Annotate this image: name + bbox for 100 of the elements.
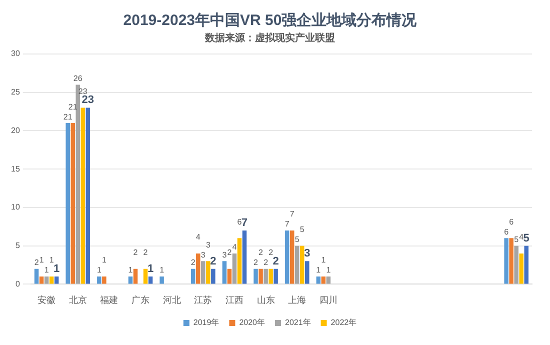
bar xyxy=(242,230,247,284)
data-label: 1 xyxy=(96,266,102,275)
data-label: 1 xyxy=(316,266,322,275)
bar xyxy=(300,246,304,284)
bar xyxy=(326,276,331,284)
bar xyxy=(524,246,528,284)
data-label: 2 xyxy=(34,258,40,268)
bar xyxy=(34,268,39,284)
bar xyxy=(39,276,44,284)
data-label: 5 xyxy=(523,232,530,244)
data-label: 3 xyxy=(206,240,211,250)
data-label: 6 xyxy=(237,217,242,226)
y-tick-label: 25 xyxy=(10,88,20,97)
bar xyxy=(206,261,210,284)
bar xyxy=(227,268,232,284)
data-label: 2 xyxy=(133,248,138,258)
data-label: 1 xyxy=(326,266,332,275)
bar xyxy=(254,268,258,284)
data-label: 4 xyxy=(232,242,238,252)
bar xyxy=(66,123,70,284)
x-tick-label: 福建 xyxy=(100,295,118,306)
data-label: 7 xyxy=(241,217,248,230)
x-tick-label: 广东 xyxy=(132,295,150,306)
data-label: 1 xyxy=(160,266,165,275)
bar xyxy=(86,108,90,284)
data-label: 2 xyxy=(227,248,232,258)
data-label: 2 xyxy=(190,258,196,268)
legend-label: 2021年 xyxy=(285,318,311,328)
bar xyxy=(76,84,80,284)
bar xyxy=(80,108,86,284)
y-tick-label: 10 xyxy=(10,202,20,212)
bar xyxy=(191,268,196,284)
data-label: 2 xyxy=(264,258,269,268)
y-tick-label: 30 xyxy=(10,49,20,58)
data-label: 3 xyxy=(222,250,228,260)
data-label: 23 xyxy=(78,86,88,96)
x-tick-label: 河北 xyxy=(162,295,181,306)
bar xyxy=(160,276,164,284)
x-tick-label: 山东 xyxy=(256,295,275,306)
bar xyxy=(519,254,524,284)
bar xyxy=(290,230,294,284)
bar xyxy=(305,261,310,284)
data-label: 2 xyxy=(272,255,279,268)
data-label: 26 xyxy=(73,74,83,83)
bar xyxy=(97,276,102,284)
data-label: 1 xyxy=(44,266,50,275)
bar xyxy=(274,268,278,284)
data-label: 1 xyxy=(54,263,60,276)
data-label: 1 xyxy=(128,266,134,275)
legend-label: 2022年 xyxy=(330,318,357,328)
bar xyxy=(49,276,54,284)
data-label: 1 xyxy=(321,256,326,265)
data-label: 4 xyxy=(519,232,524,242)
bar xyxy=(143,268,148,284)
bar xyxy=(232,254,237,284)
data-label: 2 xyxy=(143,248,148,258)
bar xyxy=(321,276,326,284)
bar xyxy=(509,238,514,284)
data-label: 3 xyxy=(304,248,310,260)
data-label: 5 xyxy=(294,235,300,244)
bar xyxy=(504,238,508,284)
data-label: 1 xyxy=(102,256,107,265)
data-label: 1 xyxy=(39,256,44,265)
data-label: 4 xyxy=(196,232,201,242)
bar xyxy=(222,261,227,284)
y-tick-label: 0 xyxy=(15,279,20,288)
bar xyxy=(264,268,268,284)
data-label: 2 xyxy=(268,248,274,258)
bar xyxy=(54,276,59,284)
bar xyxy=(514,246,518,284)
x-tick-label: 北京 xyxy=(68,295,87,306)
bar xyxy=(148,276,153,284)
x-tick-label: 四川 xyxy=(319,295,338,306)
data-label: 21 xyxy=(68,102,78,112)
data-label: 5 xyxy=(514,235,520,244)
chart-subtitle: 数据来源：虚拟现实产业联盟 xyxy=(204,32,335,44)
bar xyxy=(294,246,300,284)
bar xyxy=(196,254,200,284)
data-label: 2 xyxy=(258,248,264,258)
data-label: 3 xyxy=(200,250,206,260)
data-label: 6 xyxy=(509,217,514,226)
chart-title: 2019-2023年中国VR 50强企业地域分布情况 xyxy=(123,12,418,30)
x-tick-label: 江苏 xyxy=(194,295,212,306)
x-tick-label: 安徽 xyxy=(38,295,56,306)
bar xyxy=(316,276,321,284)
bar xyxy=(258,268,263,284)
data-label: 5 xyxy=(300,225,305,234)
bar xyxy=(237,238,242,284)
data-label: 2 xyxy=(210,255,216,268)
data-label: 7 xyxy=(284,220,290,229)
y-tick-label: 20 xyxy=(10,126,20,135)
data-label: 1 xyxy=(147,263,154,276)
data-label: 23 xyxy=(82,94,94,106)
data-label: 2 xyxy=(254,258,259,268)
data-label: 1 xyxy=(49,256,54,265)
data-label: 7 xyxy=(290,210,295,219)
bar xyxy=(284,230,290,284)
bar xyxy=(201,261,206,284)
bar xyxy=(128,276,133,284)
x-tick-label: 上海 xyxy=(288,295,306,306)
